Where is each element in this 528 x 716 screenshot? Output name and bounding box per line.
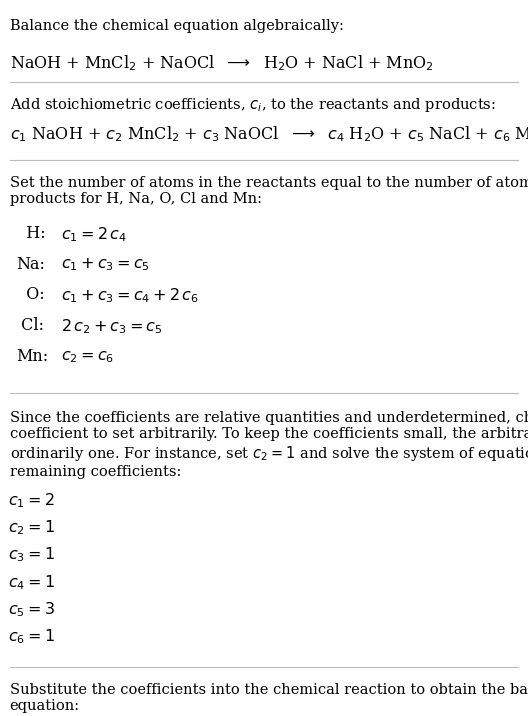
Text: Cl:: Cl: [16,317,44,334]
Text: $c_1 = 2\,c_4$: $c_1 = 2\,c_4$ [61,225,127,243]
Text: $c_1 + c_3 = c_4 + 2\,c_6$: $c_1 + c_3 = c_4 + 2\,c_6$ [61,286,199,305]
Text: Add stoichiometric coefficients, $c_i$, to the reactants and products:: Add stoichiometric coefficients, $c_i$, … [10,96,495,114]
Text: Na:: Na: [16,256,45,273]
Text: H:: H: [16,225,45,242]
Text: Balance the chemical equation algebraically:: Balance the chemical equation algebraica… [10,19,343,33]
Text: $c_2 = 1$: $c_2 = 1$ [8,518,55,537]
Text: $c_2 = c_6$: $c_2 = c_6$ [61,348,114,365]
Text: O:: O: [16,286,44,304]
Text: Substitute the coefficients into the chemical reaction to obtain the balanced
eq: Substitute the coefficients into the che… [10,683,528,713]
Text: $c_1$ NaOH + $c_2$ MnCl$_2$ + $c_3$ NaOCl  $\longrightarrow$  $c_4$ H$_2$O + $c_: $c_1$ NaOH + $c_2$ MnCl$_2$ + $c_3$ NaOC… [10,125,528,145]
Text: $c_1 + c_3 = c_5$: $c_1 + c_3 = c_5$ [61,256,149,273]
Text: NaOH + MnCl$_2$ + NaOCl  $\longrightarrow$  H$_2$O + NaCl + MnO$_2$: NaOH + MnCl$_2$ + NaOCl $\longrightarrow… [10,53,433,73]
Text: Mn:: Mn: [16,348,48,365]
Text: $c_6 = 1$: $c_6 = 1$ [8,627,55,646]
Text: Since the coefficients are relative quantities and underdetermined, choose a
coe: Since the coefficients are relative quan… [10,411,528,479]
Text: $c_4 = 1$: $c_4 = 1$ [8,573,55,591]
Text: $c_5 = 3$: $c_5 = 3$ [8,600,55,619]
Text: $c_1 = 2$: $c_1 = 2$ [8,491,54,510]
Text: $2\,c_2 + c_3 = c_5$: $2\,c_2 + c_3 = c_5$ [61,317,162,336]
Text: Set the number of atoms in the reactants equal to the number of atoms in the
pro: Set the number of atoms in the reactants… [10,176,528,206]
Text: $c_3 = 1$: $c_3 = 1$ [8,546,55,564]
